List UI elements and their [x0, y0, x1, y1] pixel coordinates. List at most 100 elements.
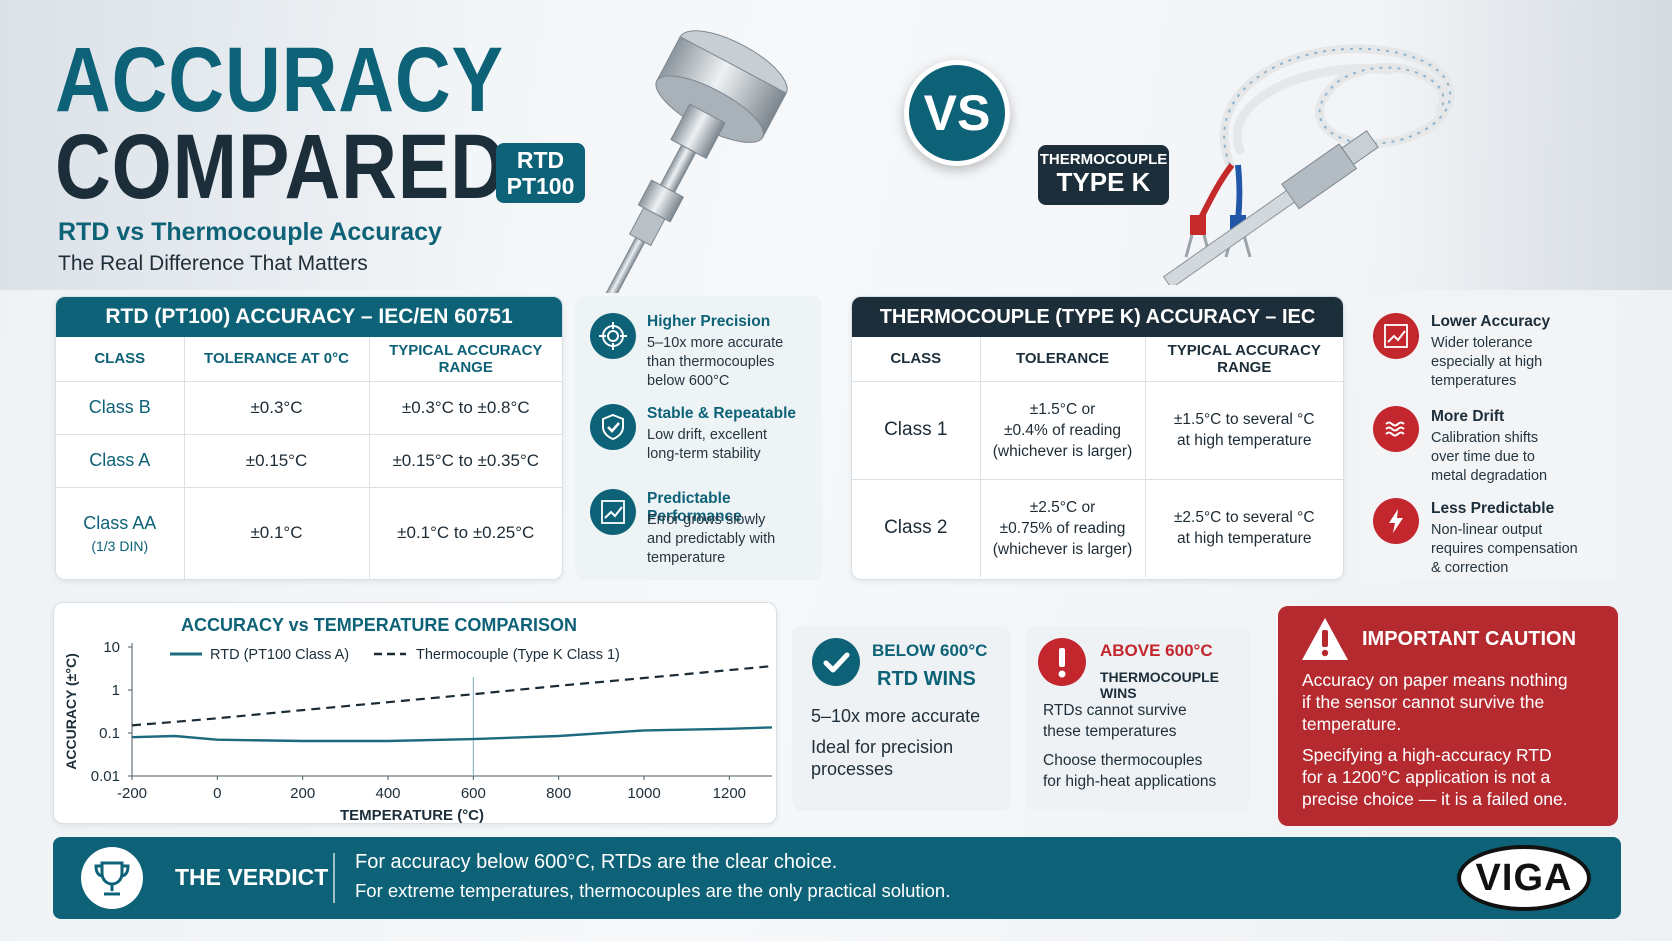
y-tick-label: 0.1	[99, 725, 120, 742]
point-line: processes	[811, 759, 894, 779]
below-600-callout: BELOW 600°C RTD WINS 5–10x more accurate…	[792, 626, 1011, 811]
col-tolerance: TOLERANCE AT 0°C	[184, 337, 370, 382]
caution-line: Specifying a high-accuracy RTD	[1302, 745, 1552, 765]
warning-triangle-icon	[1300, 616, 1350, 667]
desc-line: than thermocouples	[647, 354, 775, 370]
feature-title: Predictable Performance	[647, 490, 742, 525]
tol-line: (whichever is larger)	[992, 540, 1133, 558]
table-header-row: CLASS TOLERANCE TYPICAL ACCURACY RANGE	[852, 337, 1343, 382]
class-sub-label: (1/3 DIN)	[91, 537, 149, 554]
y-tick-label: 10	[103, 639, 120, 656]
desc-line: temperatures	[1431, 373, 1517, 389]
tc-table-title: THERMOCOUPLE (TYPE K) ACCURACY – IEC 605…	[852, 297, 1343, 368]
feature-desc: Calibration shifts over time due to meta…	[1431, 429, 1547, 486]
range-line: at high temperature	[1177, 530, 1312, 548]
tol-line: ±0.4% of reading	[1003, 421, 1122, 439]
rtd-features-panel: Higher Precision 5–10x more accurate tha…	[575, 296, 822, 580]
verdict-bar: THE VERDICT For accuracy below 600°C, RT…	[53, 837, 1621, 919]
x-tick-label: 0	[213, 785, 221, 802]
tol-line: ±2.5°C or	[1029, 498, 1096, 516]
verdict-line-2: For extreme temperatures, thermocouples …	[355, 880, 951, 901]
thermocouple-illustration	[1162, 44, 1455, 285]
y-tick-label: 0.01	[91, 768, 120, 785]
rtd-sensor-illustration	[602, 30, 788, 293]
table-row: Class A ±0.15°C ±0.15°C to ±0.35°C	[56, 434, 562, 488]
tc-features-panel: Lower Accuracy Wider tolerance especiall…	[1358, 296, 1617, 580]
y-axis-label: ACCURACY (±°C)	[63, 653, 79, 769]
vs-badge: VS	[904, 60, 1010, 166]
feature-title: Lower Accuracy	[1431, 313, 1551, 330]
class-cell: Class B	[56, 381, 185, 435]
tol-line: (whichever is larger)	[992, 442, 1133, 460]
feature-desc: 5–10x more accurate than thermocouples b…	[647, 334, 783, 391]
feature-title: Higher Precision	[647, 313, 771, 330]
rtd-wins-label: RTD WINS	[877, 668, 976, 690]
desc-line: below 600°C	[647, 373, 730, 389]
thermocouple-wins-label: THERMOCOUPLE WINS	[1100, 669, 1219, 701]
class-cell: Class 1	[852, 381, 981, 480]
tagline: The Real Difference That Matters	[58, 252, 368, 275]
desc-line: Wider tolerance	[1431, 335, 1533, 351]
x-tick-label: 600	[461, 785, 486, 802]
y-tick-label: 1	[112, 682, 120, 699]
feature-desc: Non-linear output requires compensation …	[1431, 521, 1578, 578]
rtd-tag-line1: RTD	[516, 147, 565, 173]
check-circle-icon	[812, 638, 860, 686]
verdict-line-1: For accuracy below 600°C, RTDs are the c…	[355, 851, 838, 873]
range-line: ±2.5°C to several °C	[1173, 509, 1315, 527]
title-line-1: ACCURACY	[55, 29, 504, 131]
accuracy-chart-panel: ACCURACY vs TEMPERATURE COMPARISON 10 1 0.…	[53, 602, 777, 824]
feature-title: More Drift	[1431, 408, 1505, 425]
above-600-callout: ABOVE 600°C THERMOCOUPLE WINS RTDs canno…	[1025, 626, 1250, 811]
col-range: TYPICAL ACCURACY RANGE	[1145, 337, 1343, 382]
x-tick-label: -200	[117, 785, 147, 802]
tc-accuracy-table-panel: THERMOCOUPLE (TYPE K) ACCURACY – IEC 605…	[851, 296, 1344, 580]
class-cell: Class AA (1/3 DIN)	[56, 487, 185, 579]
caution-line: if the sensor cannot survive the	[1302, 692, 1545, 712]
feature-desc: Low drift, excellent long-term stability	[647, 426, 767, 464]
range-cell: ±2.5°C to several °C at high temperature	[1145, 479, 1343, 577]
desc-line: temperature	[647, 550, 726, 566]
lightning-icon	[1373, 498, 1419, 544]
legend-label-rtd: RTD (PT100 Class A)	[210, 647, 349, 663]
chart-down-icon	[1373, 313, 1419, 359]
range-cell: ±0.1°C to ±0.25°C	[397, 523, 535, 543]
viga-logo: VIGA	[1457, 845, 1591, 911]
rtd-tag: RTD PT100	[496, 143, 585, 203]
desc-line: Calibration shifts	[1431, 430, 1539, 446]
x-axis-label: TEMPERATURE (°C)	[340, 807, 484, 824]
range-line: at high temperature	[1177, 432, 1312, 449]
point-line: RTDs cannot survive	[1043, 702, 1187, 719]
desc-line: 5–10x more accurate	[647, 335, 784, 351]
caution-line: Accuracy on paper means nothing	[1302, 670, 1568, 690]
x-tick-label: 1000	[627, 785, 660, 802]
point-line: for high-heat applications	[1043, 773, 1217, 790]
point-line: these temperatures	[1043, 723, 1177, 740]
below-600-point-1: 5–10x more accurate	[811, 706, 981, 726]
desc-line: Low drift, excellent	[647, 427, 768, 443]
trend-up-icon	[590, 489, 636, 535]
x-tick-label: 800	[546, 785, 571, 802]
tolerance-cell: ±1.5°C or ±0.4% of reading (whichever is…	[980, 381, 1146, 480]
col-class: CLASS	[852, 337, 981, 382]
feature-desc: Wider tolerance especially at high tempe…	[1431, 334, 1542, 391]
x-tick-label: 400	[375, 785, 400, 802]
range-line: ±1.5°C to several °C	[1173, 411, 1315, 428]
class-cell: Class 2	[852, 479, 981, 577]
caution-title: IMPORTANT CAUTION	[1362, 628, 1577, 650]
waves-icon	[1373, 406, 1419, 452]
rtd-table-title: RTD (PT100) ACCURACY – IEC/EN 60751	[56, 297, 562, 337]
tol-line: ±0.75% of reading	[999, 519, 1126, 537]
range-cell: ±1.5°C to several °C at high temperature	[1145, 381, 1343, 480]
desc-line: requires compensation	[1431, 541, 1578, 557]
tolerance-cell: ±0.3°C	[184, 381, 370, 435]
target-icon	[590, 313, 636, 359]
title-line-2: COMPARED	[55, 116, 507, 218]
legend-label-thermocouple: Thermocouple (Type K Class 1)	[416, 647, 620, 663]
series-line-thermocouple	[131, 665, 773, 727]
rtd-accuracy-table-panel: RTD (PT100) ACCURACY – IEC/EN 60751 CLAS…	[55, 296, 563, 580]
tolerance-cell: ±0.15°C	[184, 434, 370, 488]
important-caution-box: IMPORTANT CAUTION Accuracy on paper mean…	[1278, 606, 1618, 826]
tol-line: ±1.5°C or	[1029, 400, 1096, 418]
caution-line: precise choice — it is a failed one.	[1302, 789, 1568, 809]
